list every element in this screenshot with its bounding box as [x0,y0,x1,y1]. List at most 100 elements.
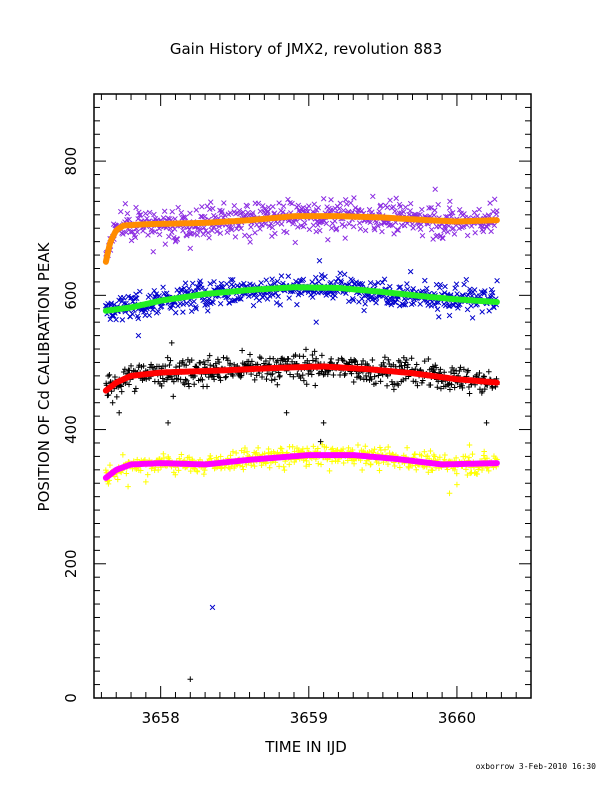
data-point [362,301,368,307]
data-point [431,453,438,460]
data-point [113,316,119,323]
data-point [160,451,167,457]
data-point [143,376,150,382]
data-point [160,284,166,291]
data-point [465,292,471,298]
data-point [276,200,282,206]
data-point [358,208,365,214]
data-point [328,196,334,203]
data-point [404,444,410,451]
data-point [460,223,467,230]
data-point [332,218,338,224]
data-point [447,386,453,393]
data-point [269,276,275,282]
data-point [135,315,142,322]
data-point [425,356,432,362]
data-point [341,223,348,229]
data-point [442,283,448,290]
data-point [250,302,257,309]
data-point [348,370,355,377]
data-point [494,277,500,284]
data-point [131,388,138,395]
data-point [323,220,330,227]
data-point [262,221,269,227]
data-point [468,223,475,229]
data-point [340,460,347,466]
data-point [192,304,199,310]
data-point [168,305,174,312]
data-point [413,378,419,385]
data-point [391,386,397,393]
data-point [451,231,458,237]
data-point [148,465,155,472]
data-point [332,292,338,299]
data-point [347,200,354,206]
data-point [218,284,225,290]
data-point [265,446,272,452]
data-point [225,294,232,301]
data-point [479,309,485,315]
data-point [418,452,425,459]
data-point [428,226,435,233]
data-point [333,225,340,232]
data-point [147,292,153,299]
data-point [379,279,386,286]
data-point [218,465,224,472]
data-point [268,220,274,227]
data-point [238,372,245,379]
data-point [161,378,167,385]
data-point [293,278,299,285]
data-point [306,226,313,233]
data-point [315,204,322,211]
data-point [377,202,384,209]
data-point [120,452,126,458]
data-point [451,384,458,391]
data-point [313,274,319,281]
data-point [225,357,231,364]
data-point [385,444,392,450]
data-point [482,386,488,392]
data-point [140,363,147,369]
data-point [146,312,152,318]
data-point [486,308,492,314]
data-point [127,229,134,235]
data-point [150,248,157,255]
series-2-fit-curve [102,284,500,314]
data-point [159,375,166,382]
data-point [395,227,401,233]
data-point [486,368,492,375]
data-point [437,281,444,288]
data-point [295,224,301,230]
data-point [461,211,467,217]
data-point [449,210,456,216]
data-point [263,358,269,364]
data-point [187,676,194,683]
data-point [228,226,235,233]
data-point [463,276,470,283]
data-point [376,467,383,474]
data-point [214,228,220,235]
data-point [166,362,173,368]
data-point [263,460,269,467]
data-point [429,467,436,474]
data-point [278,221,285,227]
data-point [257,226,263,232]
data-point [408,355,415,362]
data-point [270,292,276,298]
y-ticks: 0 200 400 600 800 [62,106,531,703]
data-point [457,364,464,371]
data-point [380,359,387,366]
data-point [489,290,496,296]
data-point [308,371,315,378]
data-point [326,468,333,474]
data-point [137,467,144,474]
data-point [350,379,357,385]
data-point [158,383,165,389]
data-point [197,227,204,234]
data-point [289,200,295,207]
data-point [137,288,143,295]
data-point [304,445,310,452]
data-point [313,228,319,235]
data-point [377,444,383,451]
